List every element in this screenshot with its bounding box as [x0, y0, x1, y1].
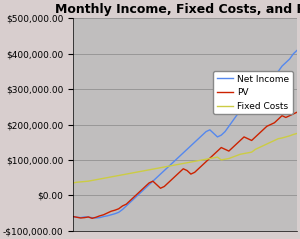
Line: PV: PV [73, 112, 297, 218]
Fixed Costs [136, 171, 140, 174]
Net Income [94, 217, 98, 219]
Net Income [147, 183, 151, 186]
PV [296, 111, 299, 114]
Net Income [216, 136, 219, 138]
PV [113, 209, 117, 212]
Fixed Costs [143, 169, 147, 172]
Fixed Costs [109, 175, 113, 178]
PV [151, 180, 155, 183]
Legend: Net Income, PV, Fixed Costs: Net Income, PV, Fixed Costs [214, 71, 293, 114]
Net Income [151, 180, 155, 183]
Fixed Costs [212, 156, 215, 159]
Fixed Costs [296, 132, 299, 135]
PV [216, 150, 219, 152]
Line: Fixed Costs: Fixed Costs [73, 133, 297, 183]
Title: Monthly Income, Fixed Costs, and PV: Monthly Income, Fixed Costs, and PV [55, 3, 300, 16]
PV [90, 217, 94, 220]
Line: Net Income: Net Income [73, 50, 297, 218]
Fixed Costs [128, 172, 132, 175]
Fixed Costs [147, 168, 151, 171]
Net Income [132, 197, 136, 200]
Net Income [296, 49, 299, 52]
PV [71, 215, 75, 218]
PV [147, 181, 151, 184]
PV [132, 196, 136, 199]
Net Income [140, 190, 143, 193]
Net Income [113, 212, 117, 215]
PV [140, 189, 143, 191]
Net Income [71, 215, 75, 218]
Fixed Costs [71, 181, 75, 184]
